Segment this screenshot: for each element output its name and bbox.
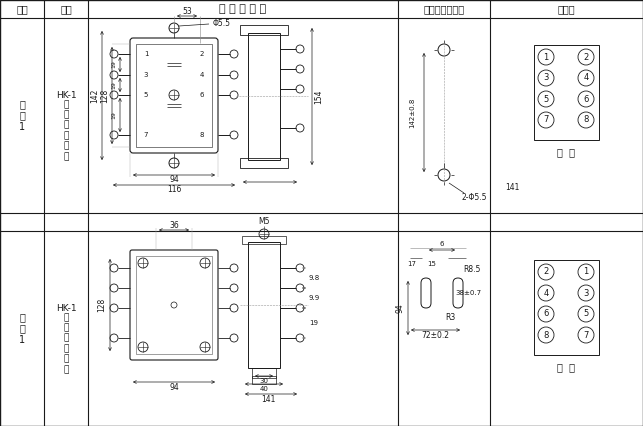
- Text: 19: 19: [309, 320, 318, 326]
- Text: R8.5: R8.5: [464, 265, 481, 274]
- Bar: [534, 45, 599, 140]
- Text: 7: 7: [583, 331, 589, 340]
- Text: 6: 6: [543, 310, 548, 319]
- Text: 7: 7: [144, 132, 149, 138]
- Text: 1: 1: [543, 52, 548, 61]
- Text: 附
图
1: 附 图 1: [19, 99, 25, 132]
- Text: 72±0.2: 72±0.2: [422, 331, 449, 340]
- Text: 94: 94: [395, 303, 404, 313]
- Text: 5: 5: [144, 92, 148, 98]
- Text: 背  视: 背 视: [557, 362, 575, 372]
- Text: 9.9: 9.9: [309, 295, 320, 301]
- Text: 结构: 结构: [60, 4, 72, 14]
- Text: 2: 2: [583, 52, 588, 61]
- Text: 端子图: 端子图: [557, 4, 575, 14]
- Text: 128: 128: [98, 298, 107, 312]
- Bar: [240, 158, 288, 168]
- Text: 40: 40: [260, 386, 268, 392]
- Text: 15: 15: [428, 261, 437, 267]
- Text: 外 形 尺 寸 图: 外 形 尺 寸 图: [219, 4, 267, 14]
- Text: R3: R3: [445, 314, 455, 322]
- Text: 5: 5: [583, 310, 588, 319]
- Bar: [136, 44, 212, 147]
- Text: 19: 19: [111, 111, 116, 119]
- Text: 128: 128: [100, 88, 109, 103]
- Text: 5: 5: [543, 95, 548, 104]
- Text: 3: 3: [583, 288, 589, 297]
- Text: 9.8: 9.8: [309, 275, 320, 281]
- Bar: [248, 242, 280, 368]
- Text: 36: 36: [169, 221, 179, 230]
- Text: 3: 3: [543, 74, 548, 83]
- Text: 53: 53: [182, 6, 192, 15]
- Bar: [252, 376, 276, 384]
- Text: 2: 2: [543, 268, 548, 276]
- Text: 94: 94: [169, 176, 179, 184]
- Text: 142±0.8: 142±0.8: [409, 97, 415, 128]
- Text: Φ5.5: Φ5.5: [213, 20, 231, 29]
- Text: 7: 7: [543, 115, 548, 124]
- Text: 4: 4: [200, 72, 204, 78]
- Bar: [252, 368, 276, 378]
- Text: 2: 2: [200, 51, 204, 57]
- Text: 1: 1: [144, 51, 149, 57]
- Text: 38±0.7: 38±0.7: [455, 290, 481, 296]
- Text: 141: 141: [505, 182, 519, 192]
- Text: 凸
出
式
前
接
线: 凸 出 式 前 接 线: [63, 100, 69, 161]
- Text: HK-1: HK-1: [56, 91, 77, 100]
- Text: 3: 3: [144, 72, 149, 78]
- Text: 154: 154: [314, 89, 323, 104]
- Bar: [242, 236, 286, 244]
- Text: 1: 1: [583, 268, 588, 276]
- Bar: [136, 256, 212, 354]
- Text: 4: 4: [543, 288, 548, 297]
- Text: 142: 142: [91, 88, 100, 103]
- Text: 4: 4: [583, 74, 588, 83]
- Text: 凸
出
式
后
接
线: 凸 出 式 后 接 线: [63, 313, 69, 374]
- Text: 2-Φ5.5: 2-Φ5.5: [461, 193, 487, 201]
- Text: 19: 19: [111, 60, 116, 69]
- Text: 6: 6: [583, 95, 589, 104]
- Text: 94: 94: [169, 383, 179, 391]
- Text: 8: 8: [583, 115, 589, 124]
- Text: 图号: 图号: [16, 4, 28, 14]
- Text: 前  视: 前 视: [557, 147, 575, 157]
- Text: 141: 141: [261, 394, 275, 403]
- Text: 安装开孔尺寸图: 安装开孔尺寸图: [424, 4, 464, 14]
- Text: 30: 30: [260, 378, 269, 384]
- Text: 6: 6: [200, 92, 204, 98]
- Text: 17: 17: [408, 261, 417, 267]
- Bar: [248, 33, 280, 160]
- Text: M5: M5: [258, 218, 270, 227]
- Text: HK-1: HK-1: [56, 304, 77, 313]
- Text: 附
图
1: 附 图 1: [19, 312, 25, 345]
- Bar: [534, 260, 599, 355]
- Text: 6: 6: [440, 241, 444, 247]
- Text: 8: 8: [543, 331, 548, 340]
- Bar: [240, 25, 288, 35]
- Text: 19: 19: [111, 81, 116, 89]
- Text: 116: 116: [167, 185, 181, 195]
- Text: 8: 8: [200, 132, 204, 138]
